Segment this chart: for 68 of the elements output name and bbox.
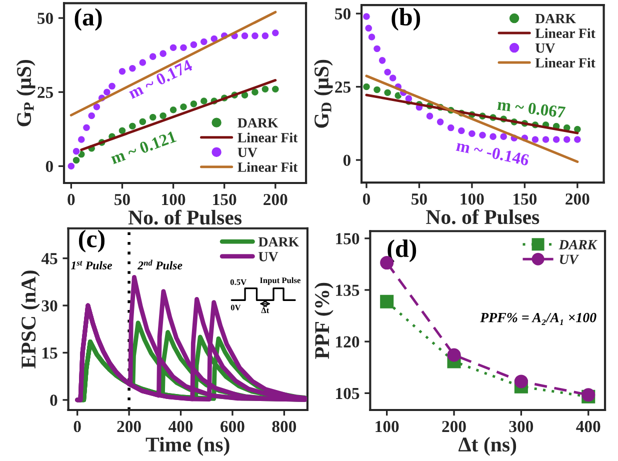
x-tick-label: 200 [117, 420, 141, 432]
legend-label: UV [560, 254, 580, 264]
annotation: 0.5V [230, 279, 246, 285]
y-tick-label: 50 [38, 12, 53, 24]
y-tick-label: 15 [42, 348, 58, 359]
annotation: (a) [74, 8, 102, 31]
y-tick-label: 150 [336, 233, 360, 244]
y-tick-label: 0 [343, 154, 350, 166]
x-tick-label: 400 [168, 420, 193, 432]
x-axis-title: Time (ns) [146, 436, 230, 456]
x-tick-label: 150 [514, 193, 537, 205]
y-tick-label: 45 [41, 253, 58, 264]
legend-label: UV [535, 44, 556, 53]
legend-label: UV [238, 148, 258, 158]
annotation: (b) [392, 8, 420, 31]
x-tick-label: 0 [362, 193, 370, 205]
y-tick-label: 25 [38, 86, 53, 98]
annotation: PPF% = A₂/A₁ ×100 [480, 312, 596, 325]
y-axis-title: G$_{P}$ (μS) [16, 60, 36, 126]
x-tick-label: 200 [264, 194, 288, 206]
x-tick-label: 100 [460, 193, 484, 205]
annotation: m ~ 0.067 [497, 98, 566, 118]
x-axis-title: No. of Pulses [128, 210, 242, 225]
y-tick-label: 25 [335, 82, 351, 93]
x-tick-label: 150 [213, 194, 236, 206]
y-axis-title: EPSC (nA) [20, 270, 40, 368]
y-tick-label: 30 [42, 300, 58, 312]
y-axis-title: G$_{D}$ (μS) [314, 60, 333, 128]
legend-label: Linear Fit [535, 58, 596, 68]
x-tick-label: 400 [576, 420, 600, 432]
legend-label: UV [258, 252, 278, 262]
x-tick-label: 300 [509, 420, 534, 432]
x-axis-title: No. of Pulses [426, 209, 540, 224]
legend-label: Linear Fit [238, 132, 298, 142]
x-axis-title: Δt (ns) [458, 436, 516, 456]
y-axis-title: PPF (%) [314, 282, 334, 359]
legend-label: DARK [535, 14, 576, 24]
annotation: 0V [230, 304, 241, 310]
x-tick-label: 0 [74, 420, 81, 432]
legend-label: Linear Fit [535, 28, 596, 38]
x-tick-label: 100 [162, 194, 186, 206]
x-tick-label: 50 [412, 193, 427, 205]
legend-label: DARK [558, 240, 598, 250]
x-tick-label: 100 [376, 420, 399, 432]
x-tick-label: 800 [272, 420, 296, 432]
annotation: Input Pulse [260, 277, 300, 285]
y-tick-label: 105 [336, 388, 360, 400]
annotation: m ~ 0.121 [110, 130, 177, 164]
y-tick-label: 120 [336, 336, 360, 348]
legend-label: DARK [258, 237, 300, 246]
x-tick-label: 200 [566, 193, 590, 205]
annotation: 1$^{st}$ Pulse [70, 260, 112, 270]
y-tick-label: 135 [336, 284, 360, 296]
legend-label: DARK [238, 118, 278, 128]
annotation: 2$^{nd}$ Pulse [138, 260, 182, 270]
x-tick-label: 200 [442, 420, 466, 432]
x-tick-label: 0 [68, 194, 75, 206]
x-tick-label: 50 [114, 194, 130, 206]
y-tick-label: 0 [46, 160, 53, 172]
x-tick-label: 600 [220, 420, 244, 432]
annotation: Δt [261, 308, 270, 314]
legend-label: Linear Fit [238, 162, 298, 172]
annotation: m ~ -0.146 [456, 140, 530, 166]
annotation: (c) [78, 230, 105, 252]
y-tick-label: 0 [50, 394, 58, 406]
y-tick-label: 50 [335, 8, 350, 20]
annotation: (d) [388, 239, 416, 262]
annotation: m ~ 0.174 [127, 59, 194, 100]
